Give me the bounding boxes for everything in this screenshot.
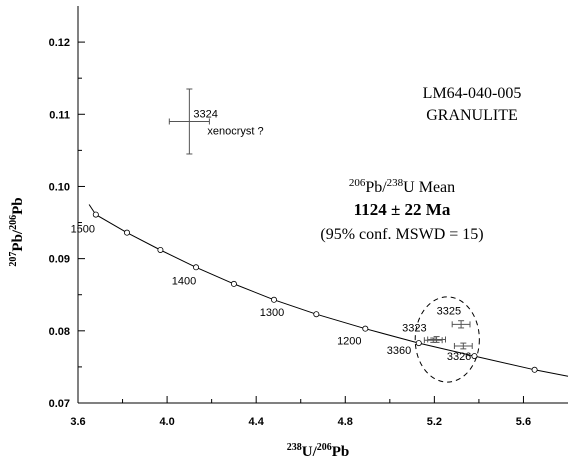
y-axis-label: 207Pb/206Pb xyxy=(8,197,26,266)
age-marker xyxy=(531,366,538,373)
x-axis-label: 238U/206Pb xyxy=(287,442,350,460)
age-marker xyxy=(471,353,478,360)
x-tick-label: 5.6 xyxy=(516,416,531,428)
age-label: 1200 xyxy=(337,336,361,348)
age-marker xyxy=(193,264,200,271)
x-axis-ticks: 3.6 4.0 4.4 4.8 5.2 5.6 xyxy=(70,396,531,428)
analysis-label: 3324 xyxy=(193,108,217,120)
mean-title: 206Pb/238U Mean xyxy=(349,177,455,196)
age-marker xyxy=(157,246,164,253)
x-tick-label: 4.4 xyxy=(249,416,265,428)
age-label: 1300 xyxy=(260,307,284,319)
y-tick-label: 0.11 xyxy=(49,109,70,121)
age-result: 1124 ± 22 Ma xyxy=(354,200,451,219)
y-tick-label: 0.07 xyxy=(49,398,70,410)
age-label: 1400 xyxy=(172,275,196,287)
axes xyxy=(77,6,568,404)
age-marker xyxy=(313,311,320,318)
x-tick-label: 4.8 xyxy=(338,416,353,428)
age-label: 1500 xyxy=(71,224,95,236)
y-tick-label: 0.12 xyxy=(49,37,70,49)
analysis-label: 3325 xyxy=(437,305,461,317)
analysis-label: 3323 xyxy=(402,322,426,334)
y-axis-ticks: 0.07 0.08 0.09 0.10 0.11 0.12 xyxy=(49,37,85,410)
y-tick-label: 0.09 xyxy=(49,254,70,266)
analysis-note: xenocryst ? xyxy=(207,125,263,137)
x-tick-label: 3.6 xyxy=(70,416,85,428)
group-ellipse xyxy=(414,296,480,383)
age-marker xyxy=(362,325,369,332)
rock-type: GRANULITE xyxy=(426,107,518,124)
analysis-label: 3360 xyxy=(387,345,411,357)
age-marker xyxy=(124,229,131,236)
x-tick-label: 5.2 xyxy=(427,416,442,428)
age-marker xyxy=(92,211,99,218)
y-tick-label: 0.08 xyxy=(49,326,70,338)
sample-id: LM64-040-005 xyxy=(423,85,522,102)
x-tick-label: 4.0 xyxy=(159,416,174,428)
age-marker xyxy=(270,296,277,303)
analyses-group: 3324 xenocryst ? 3325 3323 3360 3326 xyxy=(168,88,480,383)
analysis-label: 3326 xyxy=(447,351,471,363)
y-tick-label: 0.10 xyxy=(49,181,70,193)
age-marker xyxy=(415,340,422,347)
stats-text: (95% conf. MSWD = 15) xyxy=(320,226,483,243)
concordia-curve-group: 1500 1400 1300 1200 xyxy=(71,204,569,377)
age-marker xyxy=(230,280,237,287)
